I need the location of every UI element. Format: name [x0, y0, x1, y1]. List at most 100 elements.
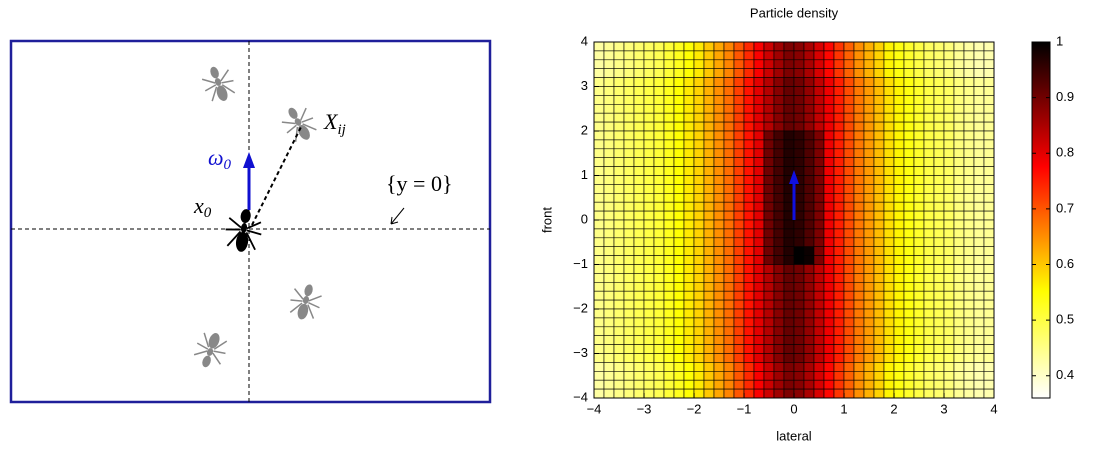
cell: [673, 184, 685, 194]
cell: [623, 388, 635, 399]
cell: [743, 264, 755, 274]
cell: [893, 344, 905, 354]
cell: [963, 246, 975, 256]
cell: [693, 299, 705, 310]
cell: [713, 201, 725, 212]
cell: [883, 104, 895, 114]
cell: [883, 112, 895, 123]
cell: [823, 86, 835, 96]
cell: [743, 237, 755, 248]
cell: [793, 255, 805, 265]
cell: [603, 59, 615, 69]
cell: [983, 255, 995, 265]
cell: [683, 77, 695, 87]
cell: [593, 344, 605, 354]
cell: [973, 95, 985, 105]
cell: [763, 77, 775, 87]
cell: [853, 246, 865, 256]
cell: [973, 86, 985, 96]
cell: [913, 166, 925, 176]
cell: [703, 148, 715, 159]
cell: [633, 77, 645, 87]
cell: [793, 148, 805, 159]
cell: [863, 370, 875, 381]
cell: [863, 201, 875, 212]
cell: [883, 184, 895, 194]
cell: [833, 379, 845, 390]
cell: [623, 50, 635, 61]
cell: [883, 193, 895, 203]
cell: [873, 112, 885, 123]
cell: [893, 201, 905, 212]
cell: [633, 201, 645, 212]
colorbar-tick-label: 1: [1056, 33, 1063, 48]
cell: [673, 59, 685, 69]
cell: [853, 41, 865, 52]
cell: [893, 175, 905, 185]
cell: [693, 166, 705, 176]
cell: [753, 193, 765, 203]
cell: [923, 104, 935, 114]
cell: [883, 264, 895, 274]
cell: [633, 148, 645, 159]
cell: [983, 273, 995, 283]
cell: [833, 95, 845, 105]
cell: [943, 112, 955, 123]
cell: [763, 370, 775, 381]
cell: [843, 193, 855, 203]
cell: [873, 264, 885, 274]
cell: [943, 246, 955, 256]
cell: [803, 112, 815, 123]
cell: [773, 121, 785, 132]
cell: [763, 246, 775, 256]
cell: [623, 112, 635, 123]
cell: [653, 166, 665, 176]
cell: [773, 50, 785, 61]
cell: [703, 255, 715, 265]
cell: [903, 112, 915, 123]
cell: [713, 41, 725, 52]
cell: [983, 193, 995, 203]
cell: [783, 335, 795, 345]
cell: [893, 370, 905, 381]
cell: [943, 388, 955, 399]
cell: [693, 175, 705, 185]
cell: [623, 326, 635, 336]
cell: [873, 148, 885, 159]
cell: [903, 166, 915, 176]
cell: [733, 308, 745, 319]
cell: [813, 379, 825, 390]
cell: [613, 264, 625, 274]
cell: [713, 148, 725, 159]
cell: [673, 148, 685, 159]
cell: [643, 95, 655, 105]
cell: [843, 121, 855, 132]
cell: [823, 130, 835, 141]
cell: [943, 237, 955, 248]
cell: [903, 273, 915, 283]
cell: [823, 59, 835, 69]
cell: [683, 148, 695, 159]
cell: [763, 148, 775, 159]
cell: [683, 362, 695, 372]
cell: [963, 77, 975, 87]
cell: [643, 290, 655, 301]
cell: [733, 281, 745, 292]
cell: [783, 59, 795, 69]
cell: [753, 104, 765, 114]
cell: [843, 166, 855, 176]
cell: [743, 175, 755, 185]
cell: [983, 139, 995, 150]
cell: [843, 255, 855, 265]
cell: [793, 219, 805, 230]
cell: [823, 104, 835, 114]
cell: [883, 344, 895, 354]
cell: [703, 139, 715, 150]
cell: [633, 86, 645, 96]
cell: [903, 362, 915, 372]
cell: [753, 50, 765, 61]
cell: [833, 148, 845, 159]
cell: [793, 121, 805, 132]
cell: [883, 219, 895, 230]
cell: [783, 86, 795, 96]
